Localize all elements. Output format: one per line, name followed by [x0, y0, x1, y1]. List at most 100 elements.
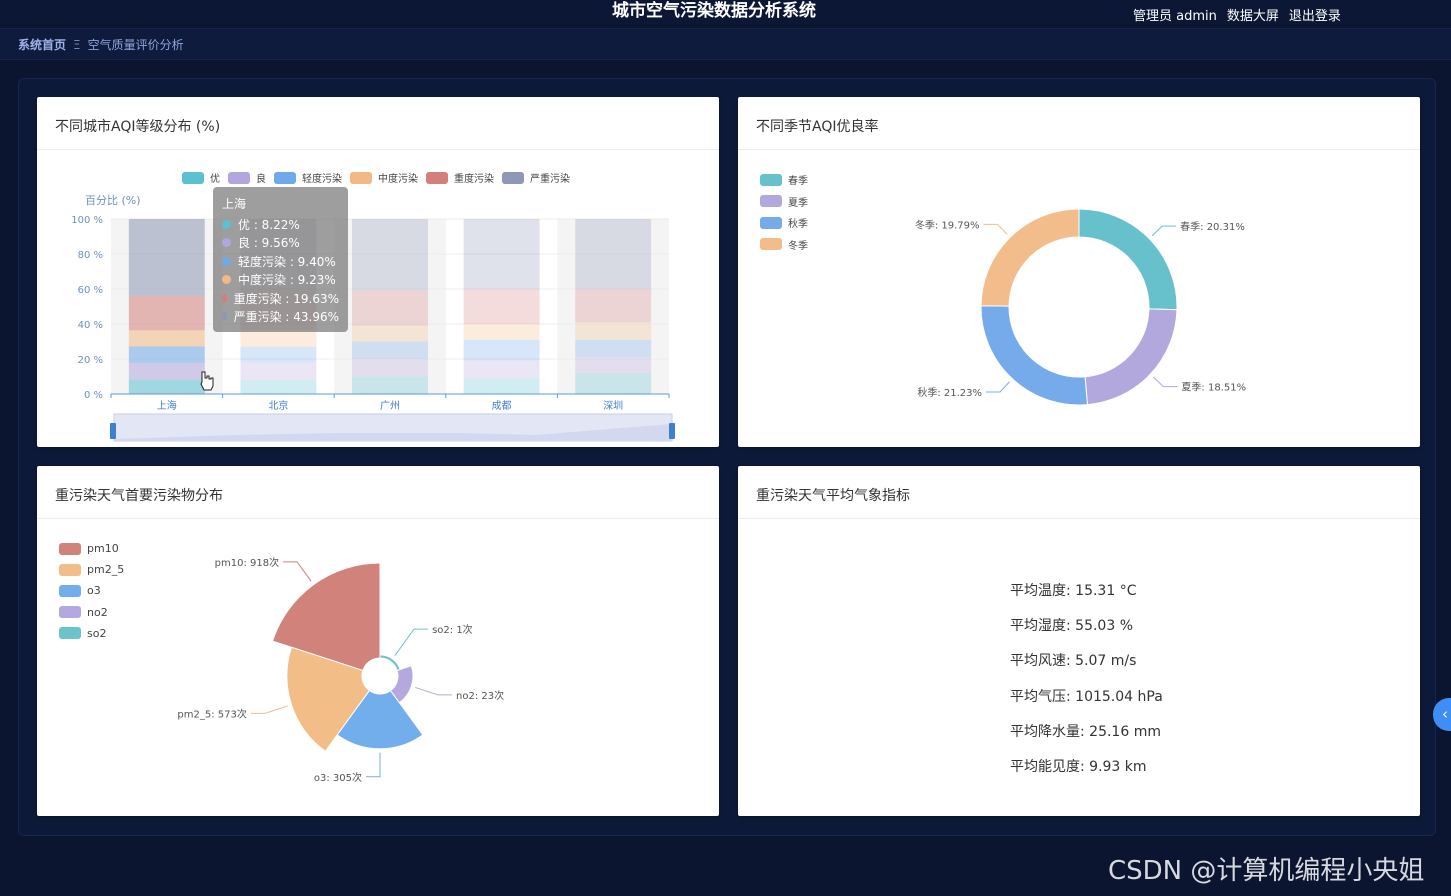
bar-segment[interactable] — [128, 362, 205, 380]
tooltip-row: 优 : 8.22% — [222, 215, 339, 234]
legend-item[interactable]: no2 — [59, 602, 124, 623]
bar-segment[interactable] — [463, 360, 540, 379]
donut-slice[interactable] — [1078, 208, 1178, 311]
bar-segment[interactable] — [240, 329, 317, 347]
bar-segment[interactable] — [128, 330, 205, 347]
bar-segment[interactable] — [352, 376, 428, 395]
bar-segment[interactable] — [575, 322, 652, 340]
breadcrumb-home[interactable]: 系统首页 — [18, 38, 67, 52]
legend-label: pm10 — [87, 542, 119, 556]
avg-humidity: 平均湿度: 55.03 % — [1010, 618, 1133, 635]
legend-item[interactable]: 冬季 — [760, 234, 808, 256]
slice-label: 夏季: 18.51% — [1181, 382, 1246, 394]
rose-slice[interactable] — [379, 654, 401, 671]
tooltip-value: 中度污染 : 9.23% — [238, 273, 336, 288]
bar-segment[interactable] — [575, 373, 652, 394]
bar-segment[interactable] — [240, 380, 317, 394]
aqi-city-title: 不同城市AQI等级分布 (%) — [55, 119, 221, 135]
bar-segment[interactable] — [463, 339, 540, 361]
slice-label: o3: 305次 — [314, 771, 362, 784]
tooltip-row: 良 : 9.56% — [222, 234, 339, 253]
legend-item[interactable]: 严重污染 — [502, 170, 570, 185]
tooltip-row: 严重污染 : 43.96% — [222, 308, 339, 327]
y-tick-label: 60 % — [78, 285, 103, 296]
legend-swatch — [274, 171, 296, 184]
bar-segment[interactable] — [240, 362, 317, 381]
bar-segment[interactable] — [575, 339, 652, 358]
bar-segment[interactable] — [352, 290, 428, 326]
datazoom-slider[interactable] — [110, 413, 675, 442]
avg-precipitation: 平均降水量: 25.16 mm — [1010, 723, 1161, 740]
bar-segment[interactable] — [463, 324, 540, 340]
panel-divider — [37, 149, 719, 150]
pollutant-title: 重污染天气首要污染物分布 — [55, 488, 223, 504]
rose-slice[interactable] — [390, 665, 414, 704]
rose-slice[interactable] — [272, 562, 381, 671]
weather-metrics: 平均温度: 15.31 °C 平均湿度: 55.03 % 平均风速: 5.07 … — [1010, 580, 1163, 791]
pollutant-legend: pm10 pm2_5 o3 no2 so2 — [59, 538, 124, 644]
legend-item[interactable]: 优 — [182, 170, 220, 185]
label-leader-line — [250, 705, 288, 714]
category-band — [334, 219, 446, 394]
bar-segment[interactable] — [575, 219, 652, 289]
bar-segment[interactable] — [128, 379, 205, 394]
legend-item[interactable]: 春季 — [760, 169, 808, 191]
slice-label: 冬季: 19.79% — [915, 218, 980, 231]
bar-segment[interactable] — [128, 295, 205, 331]
rose-slice[interactable] — [336, 690, 424, 750]
bar-segment[interactable] — [463, 289, 540, 324]
legend-swatch — [59, 606, 81, 619]
weather-title: 重污染天气平均气象指标 — [756, 488, 910, 504]
legend-item[interactable]: 夏季 — [760, 191, 808, 213]
pollutant-panel: 重污染天气首要污染物分布 pm10 pm2_5 o3 no2 so2 pm10:… — [37, 466, 719, 816]
bar-segment[interactable] — [240, 346, 317, 363]
sidebar-toggle-button[interactable]: ‹ — [1433, 698, 1451, 731]
legend-label: 优 — [210, 174, 220, 185]
datazoom-left-handle[interactable] — [110, 423, 116, 439]
legend-item[interactable]: 轻度污染 — [274, 170, 342, 185]
bar-segment[interactable] — [463, 219, 540, 289]
bar-segment[interactable] — [352, 325, 428, 342]
legend-label: 春季 — [788, 176, 808, 188]
y-tick-label: 80 % — [78, 250, 103, 261]
rose-slice[interactable] — [286, 646, 370, 752]
tooltip-value: 重度污染 : 19.63% — [233, 291, 339, 306]
donut-slice[interactable] — [980, 305, 1089, 406]
donut-slice[interactable] — [1084, 308, 1178, 406]
legend-item[interactable]: 中度污染 — [350, 170, 418, 185]
bar-segment[interactable] — [128, 346, 205, 363]
avg-pressure: 平均气压: 1015.04 hPa — [1010, 688, 1163, 705]
legend-label: so2 — [87, 626, 107, 640]
legend-swatch — [760, 216, 782, 229]
legend-item[interactable]: 秋季 — [760, 212, 808, 234]
bar-segment[interactable] — [352, 219, 428, 291]
bar-segment[interactable] — [128, 219, 205, 296]
bar-segment[interactable] — [352, 341, 428, 360]
avg-wind-speed: 平均风速: 5.07 m/s — [1010, 653, 1137, 670]
legend-item[interactable]: so2 — [59, 623, 124, 644]
logout-link[interactable]: 退出登录 — [1288, 9, 1341, 24]
tooltip-value: 轻度污染 : 9.40% — [238, 254, 336, 269]
bar-segment[interactable] — [463, 378, 540, 394]
avg-visibility: 平均能见度: 9.93 km — [1010, 758, 1147, 775]
season-legend: 春季 夏季 秋季 冬季 — [760, 169, 808, 255]
legend-item[interactable]: 良 — [228, 170, 266, 185]
label-leader-line — [283, 561, 312, 582]
bar-segment[interactable] — [575, 289, 652, 323]
legend-label: 良 — [256, 174, 266, 185]
legend-item[interactable]: pm2_5 — [59, 559, 124, 580]
legend-item[interactable]: o3 — [59, 580, 124, 601]
legend-item[interactable]: 重度污染 — [426, 170, 494, 185]
dashboard-link[interactable]: 数据大屏 — [1226, 9, 1279, 24]
bar-segment[interactable] — [575, 357, 652, 373]
datazoom-right-handle[interactable] — [669, 423, 675, 439]
legend-swatch — [426, 171, 448, 184]
admin-user-link[interactable]: 管理员 admin — [1133, 9, 1217, 24]
legend-swatch — [760, 195, 782, 208]
bar-segment[interactable] — [352, 359, 428, 377]
pointer-cursor-icon — [200, 371, 214, 391]
legend-swatch — [760, 173, 782, 186]
legend-item[interactable]: pm10 — [59, 538, 124, 559]
donut-slice[interactable] — [980, 208, 1080, 307]
tooltip-row: 重度污染 : 19.63% — [222, 289, 339, 308]
